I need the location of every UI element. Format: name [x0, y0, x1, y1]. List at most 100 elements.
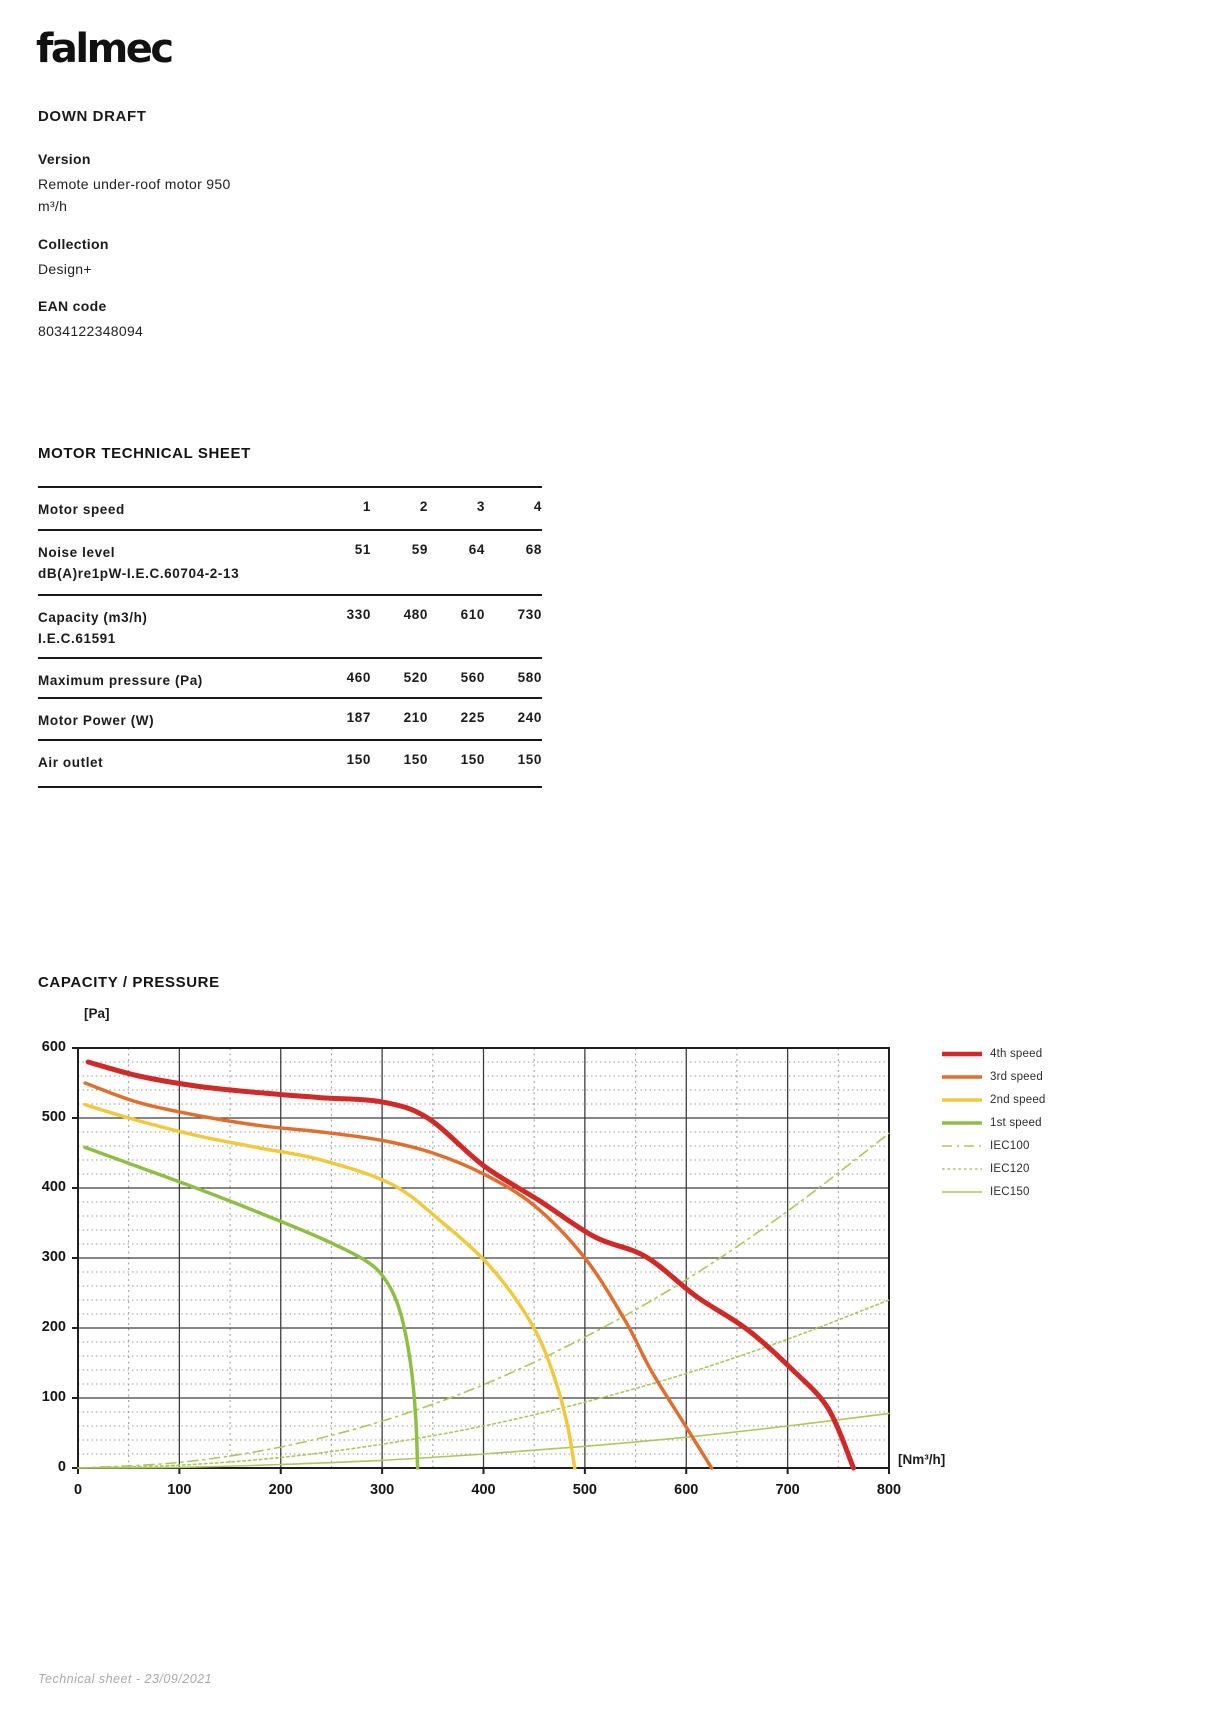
row-label: Air outlet — [38, 755, 104, 770]
legend-swatch-line — [942, 1144, 982, 1147]
row-label: Maximum pressure (Pa) — [38, 673, 203, 688]
legend-label: 3rd speed — [990, 1070, 1043, 1083]
table-row: Capacity (m3/h) I.E.C.61591 330 480 610 7… — [38, 596, 542, 659]
row-value: 150 — [460, 752, 485, 767]
x-tick-label: 700 — [775, 1482, 800, 1498]
series-1st-speed — [83, 1145, 420, 1470]
legend-label: IEC100 — [990, 1139, 1030, 1152]
row-value: 730 — [517, 607, 542, 622]
series-2nd-speed — [83, 1102, 577, 1470]
legend-swatch-line — [942, 1074, 982, 1079]
x-tick-label: 600 — [674, 1482, 699, 1498]
table-row: Maximum pressure (Pa) 460 520 560 580 — [38, 659, 542, 699]
table-header-value: 1 — [362, 499, 371, 514]
table-row: Noise level dB(A)re1pW-I.E.C.60704-2-13 5… — [38, 531, 542, 596]
row-value: 187 — [346, 710, 371, 725]
row-label: Motor Power (W) — [38, 713, 155, 728]
table-row: Motor Power (W) 187 210 225 240 — [38, 699, 542, 741]
table-header-value: 4 — [533, 499, 542, 514]
ean-label: EAN code — [38, 298, 107, 314]
legend-swatch-line — [942, 1190, 982, 1193]
x-tick-label: 0 — [73, 1482, 83, 1498]
legend-label: 4th speed — [990, 1047, 1043, 1060]
row-sublabel: I.E.C.61591 — [38, 631, 116, 646]
legend-item: IEC100 — [942, 1134, 1122, 1157]
row-value: 560 — [460, 670, 485, 685]
row-value: 240 — [517, 710, 542, 725]
row-sublabel: dB(A)re1pW-I.E.C.60704-2-13 — [38, 566, 240, 581]
row-value: 330 — [346, 607, 371, 622]
row-value: 150 — [346, 752, 371, 767]
y-tick-label: 300 — [41, 1249, 66, 1265]
version-value: Remote under-roof motor 950 m³/h — [38, 176, 231, 214]
legend-swatch-line — [942, 1167, 982, 1170]
motor-spec-table: Motor speed 1 2 3 4 Noise level dB(A)re1p… — [38, 486, 542, 788]
ean-value: 8034122348094 — [38, 323, 144, 339]
legend-item: 2nd speed — [942, 1088, 1122, 1111]
table-header-value: 3 — [476, 499, 485, 514]
row-value: 460 — [346, 670, 371, 685]
table-header-row: Motor speed 1 2 3 4 — [38, 488, 542, 531]
plot-border — [77, 1047, 890, 1469]
row-value: 580 — [517, 670, 542, 685]
row-value: 64 — [468, 542, 485, 557]
x-tick-label: 400 — [471, 1482, 496, 1498]
legend-swatch-line — [942, 1051, 982, 1056]
y-tick-label: 600 — [41, 1039, 66, 1055]
row-value: 480 — [403, 607, 428, 622]
table-header-label: Motor speed — [38, 502, 125, 517]
y-tick-label: 100 — [41, 1389, 66, 1405]
x-tick-label: 500 — [572, 1482, 597, 1498]
row-value: 520 — [403, 670, 428, 685]
y-tick-label: 400 — [41, 1179, 66, 1195]
series-iec100 — [77, 1132, 890, 1469]
x-tick-label: 800 — [876, 1482, 902, 1498]
row-value: 610 — [460, 607, 485, 622]
motor-table-title: MOTOR TECHNICAL SHEET — [38, 445, 251, 462]
product-title: DOWN DRAFT — [38, 108, 147, 125]
legend-item: 3rd speed — [942, 1065, 1122, 1088]
x-tick-label: 200 — [268, 1482, 293, 1498]
row-value: 210 — [403, 710, 428, 725]
row-value: 150 — [517, 752, 542, 767]
series-4th-speed — [85, 1059, 856, 1471]
collection-label: Collection — [38, 236, 109, 252]
y-tick-label: 500 — [41, 1109, 66, 1125]
legend-item: IEC150 — [942, 1180, 1122, 1203]
legend-item: 4th speed — [942, 1042, 1122, 1065]
row-value: 51 — [354, 542, 371, 557]
falmec-logo: falmec — [36, 26, 174, 72]
collection-value: Design+ — [38, 261, 92, 277]
series-iec120 — [77, 1299, 890, 1469]
legend-swatch-line — [942, 1120, 982, 1125]
chart-title: CAPACITY / PRESSURE — [38, 974, 220, 991]
series-3rd-speed — [83, 1081, 714, 1470]
row-label: Capacity (m3/h) — [38, 610, 148, 625]
table-row: Air outlet 150 150 150 150 — [38, 741, 542, 786]
table-header-value: 2 — [419, 499, 428, 514]
capacity-pressure-plot — [72, 1047, 890, 1474]
y-tick-label: 200 — [41, 1319, 66, 1335]
row-value: 59 — [411, 542, 428, 557]
legend-label: IEC150 — [990, 1185, 1030, 1198]
row-label: Noise level — [38, 545, 116, 560]
y-axis-unit-label: [Pa] — [84, 1006, 110, 1021]
x-axis-unit-label: [Nm³/h] — [898, 1452, 946, 1467]
x-tick-label: 100 — [167, 1482, 192, 1498]
legend-label: 1st speed — [990, 1116, 1042, 1129]
legend-item: 1st speed — [942, 1111, 1122, 1134]
x-tick-label: 300 — [370, 1482, 395, 1498]
legend-label: 2nd speed — [990, 1093, 1046, 1106]
legend-swatch-line — [942, 1097, 982, 1102]
version-label: Version — [38, 151, 91, 167]
legend-label: IEC120 — [990, 1162, 1030, 1175]
chart-legend: 4th speed 3rd speed 2nd speed 1st speed IEC1… — [942, 1042, 1122, 1203]
row-value: 150 — [403, 752, 428, 767]
series-iec150 — [77, 1412, 890, 1469]
row-value: 225 — [460, 710, 485, 725]
y-tick-label: 0 — [57, 1459, 66, 1475]
legend-item: IEC120 — [942, 1157, 1122, 1180]
row-value: 68 — [525, 542, 542, 557]
footer-text: Technical sheet - 23/09/2021 — [38, 1672, 213, 1686]
